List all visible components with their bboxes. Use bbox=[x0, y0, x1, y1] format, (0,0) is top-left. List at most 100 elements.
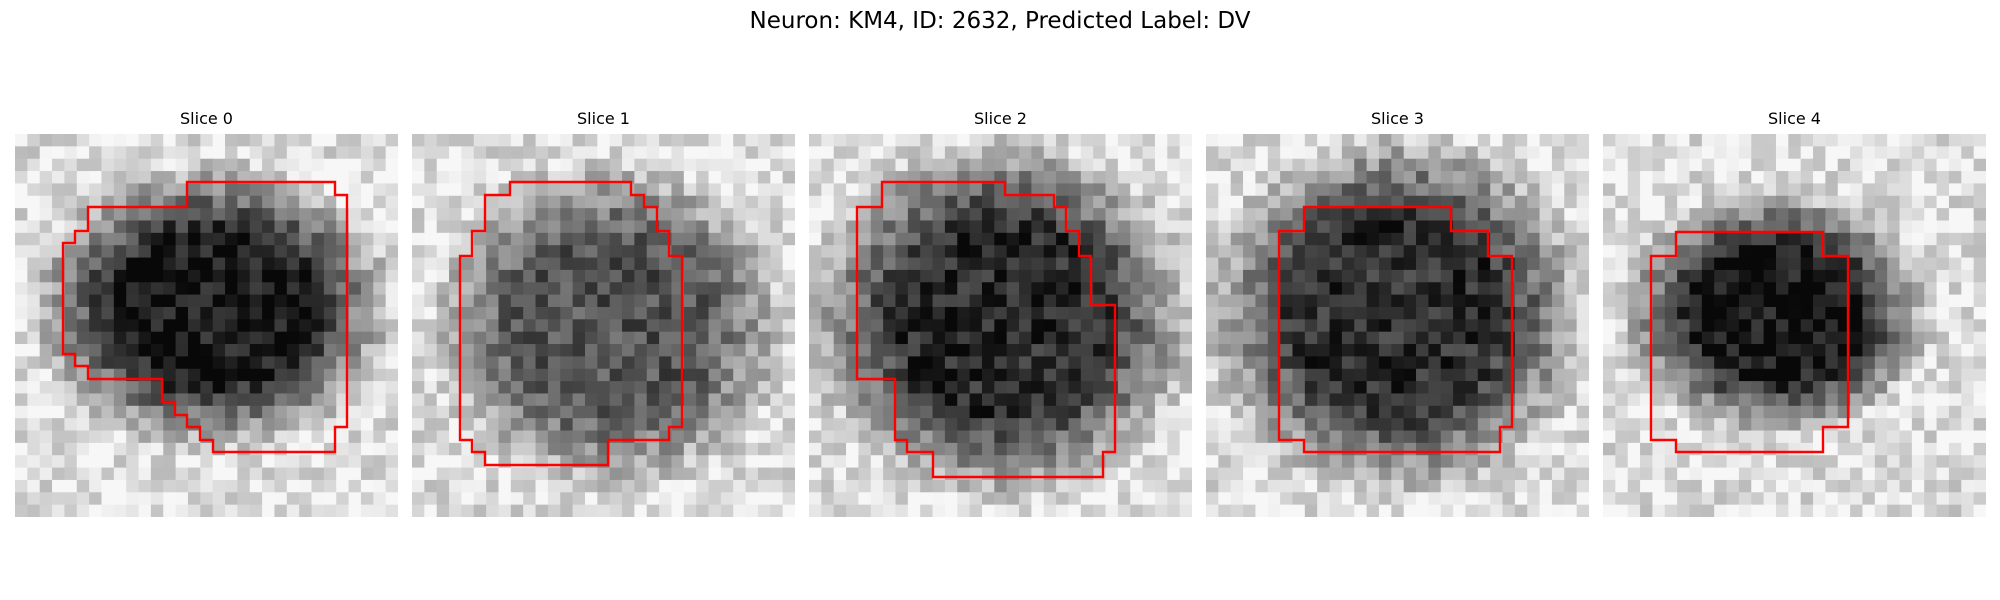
pixel-cell bbox=[1453, 431, 1466, 444]
pixel-cell bbox=[64, 332, 77, 345]
pixel-cell bbox=[957, 159, 970, 172]
pixel-cell bbox=[945, 468, 958, 481]
pixel-cell bbox=[225, 468, 238, 481]
pixel-cell bbox=[299, 344, 312, 357]
pixel-cell bbox=[151, 356, 164, 369]
pixel-cell bbox=[610, 233, 623, 246]
pixel-cell bbox=[1391, 406, 1404, 419]
pixel-cell bbox=[1056, 295, 1069, 308]
pixel-cell bbox=[1280, 319, 1293, 332]
pixel-cell bbox=[908, 393, 921, 406]
pixel-cell bbox=[1751, 406, 1764, 419]
pixel-cell bbox=[1280, 282, 1293, 295]
pixel-cell bbox=[770, 492, 783, 505]
pixel-cell bbox=[1081, 159, 1094, 172]
pixel-cell bbox=[858, 295, 871, 308]
pixel-cell bbox=[1564, 480, 1577, 493]
pixel-cell bbox=[1652, 270, 1665, 283]
pixel-cell bbox=[1255, 159, 1268, 172]
pixel-cell bbox=[1912, 468, 1925, 481]
pixel-cell bbox=[64, 431, 77, 444]
pixel-cell bbox=[920, 270, 933, 283]
pixel-cell bbox=[1577, 406, 1589, 419]
pixel-cell bbox=[858, 245, 871, 258]
pixel-cell bbox=[27, 183, 40, 196]
pixel-cell bbox=[114, 220, 127, 233]
pixel-cell bbox=[361, 356, 374, 369]
pixel-cell bbox=[1081, 233, 1094, 246]
pixel-cell bbox=[1961, 431, 1974, 444]
pixel-cell bbox=[151, 183, 164, 196]
pixel-cell bbox=[1677, 146, 1690, 159]
pixel-cell bbox=[1540, 381, 1553, 394]
pixel-cell bbox=[1751, 146, 1764, 159]
pixel-cell bbox=[834, 455, 847, 468]
pixel-cell bbox=[770, 183, 783, 196]
pixel-cell bbox=[1167, 468, 1180, 481]
pixel-cell bbox=[1603, 146, 1616, 159]
pixel-cell bbox=[200, 369, 213, 382]
pixel-cell bbox=[1652, 431, 1665, 444]
pixel-cell bbox=[461, 393, 474, 406]
pixel-cell bbox=[1180, 332, 1192, 345]
pixel-cell bbox=[1640, 443, 1653, 456]
slice-pixels-0 bbox=[15, 134, 398, 517]
pixel-cell bbox=[89, 418, 102, 431]
pixel-cell bbox=[200, 134, 213, 147]
pixel-cell bbox=[994, 270, 1007, 283]
pixel-cell bbox=[721, 455, 734, 468]
pixel-cell bbox=[659, 356, 672, 369]
pixel-cell bbox=[536, 369, 549, 382]
pixel-cell bbox=[597, 505, 610, 517]
pixel-cell bbox=[523, 406, 536, 419]
pixel-cell bbox=[1540, 220, 1553, 233]
pixel-cell bbox=[548, 480, 561, 493]
pixel-cell bbox=[151, 406, 164, 419]
pixel-cell bbox=[412, 369, 425, 382]
pixel-cell bbox=[412, 159, 425, 172]
pixel-cell bbox=[1949, 183, 1962, 196]
slice-image-0 bbox=[15, 134, 398, 517]
pixel-cell bbox=[437, 406, 450, 419]
pixel-cell bbox=[573, 282, 586, 295]
pixel-cell bbox=[659, 196, 672, 209]
pixel-cell bbox=[585, 282, 598, 295]
pixel-cell bbox=[1143, 480, 1156, 493]
pixel-cell bbox=[461, 307, 474, 320]
pixel-cell bbox=[225, 282, 238, 295]
pixel-cell bbox=[1255, 233, 1268, 246]
pixel-cell bbox=[1305, 369, 1318, 382]
pixel-cell bbox=[274, 406, 287, 419]
pixel-cell bbox=[386, 220, 398, 233]
pixel-cell bbox=[883, 332, 896, 345]
pixel-cell bbox=[746, 492, 759, 505]
pixel-cell bbox=[1143, 431, 1156, 444]
pixel-cell bbox=[1677, 134, 1690, 147]
pixel-cell bbox=[1167, 295, 1180, 308]
pixel-cell bbox=[274, 505, 287, 517]
pixel-cell bbox=[1603, 258, 1616, 271]
pixel-cell bbox=[349, 431, 362, 444]
pixel-cell bbox=[1552, 208, 1565, 221]
pixel-cell bbox=[1317, 505, 1330, 517]
pixel-cell bbox=[1106, 171, 1119, 184]
pixel-cell bbox=[1825, 344, 1838, 357]
pixel-cell bbox=[1603, 319, 1616, 332]
pixel-cell bbox=[1068, 171, 1081, 184]
pixel-cell bbox=[858, 492, 871, 505]
pixel-cell bbox=[871, 319, 884, 332]
pixel-cell bbox=[324, 492, 337, 505]
pixel-cell bbox=[746, 406, 759, 419]
pixel-cell bbox=[1305, 270, 1318, 283]
pixel-cell bbox=[101, 505, 114, 517]
pixel-cell bbox=[424, 356, 437, 369]
pixel-cell bbox=[1887, 381, 1900, 394]
pixel-cell bbox=[1900, 369, 1913, 382]
pixel-cell bbox=[213, 270, 226, 283]
pixel-cell bbox=[523, 319, 536, 332]
pixel-cell bbox=[274, 159, 287, 172]
pixel-cell bbox=[1714, 146, 1727, 159]
pixel-cell bbox=[27, 319, 40, 332]
pixel-cell bbox=[982, 369, 995, 382]
pixel-cell bbox=[1354, 245, 1367, 258]
